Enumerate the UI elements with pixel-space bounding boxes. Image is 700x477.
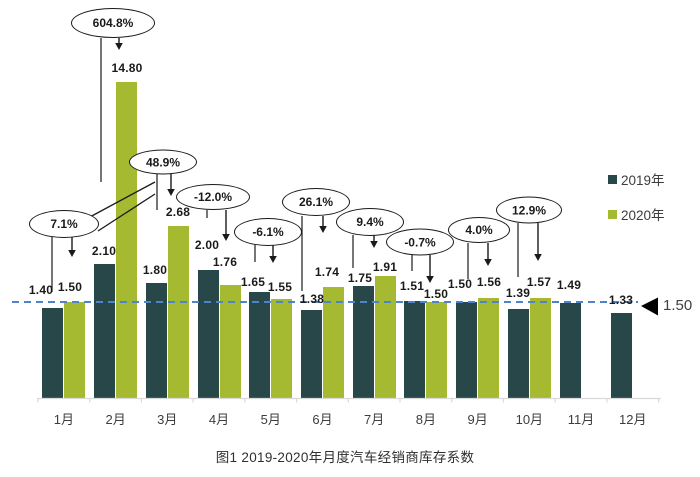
- leader-arrowhead-10月: [534, 254, 542, 261]
- bar-2020年-10月: [529, 297, 551, 398]
- bar-2020年-4月: [219, 285, 241, 398]
- yoy-bubble-7月: 9.4%: [336, 208, 404, 236]
- yoy-bubble-10月: 12.9%: [496, 196, 562, 224]
- bar-2019年-6月: [300, 309, 322, 398]
- leader-arrowhead-3月: [167, 189, 175, 196]
- yoy-bubble-3月: 48.9%: [129, 149, 197, 175]
- bar-2020年-5月: [271, 298, 293, 398]
- bar-2019年-10月: [507, 309, 529, 398]
- leader-arrowhead-5月: [269, 256, 277, 263]
- bar-2019年-11月: [559, 302, 581, 398]
- value-label-2019年-11月: 1.49: [556, 278, 582, 292]
- value-label-2019年-7月: 1.75: [347, 271, 373, 285]
- bar-2019年-7月: [352, 286, 374, 398]
- bar-2019年-5月: [249, 292, 271, 398]
- x-axis-label-12月: 12月: [619, 412, 647, 427]
- leader-arrowhead-9月: [484, 259, 492, 266]
- yoy-bubble-6月: 26.1%: [282, 188, 350, 216]
- x-axis-label-4月: 4月: [208, 412, 230, 427]
- value-label-2019年-4月: 2.00: [194, 238, 220, 252]
- legend-label-2020: 2020年: [621, 208, 665, 223]
- x-axis-label-3月: 3月: [157, 412, 178, 427]
- x-axis-label-6月: 6月: [312, 412, 333, 427]
- bar-2019年-1月: [42, 308, 64, 398]
- bar-2020年-8月: [426, 302, 448, 398]
- legend-swatch-2020: [608, 209, 617, 219]
- value-label-2019年-6月: 1.38: [299, 292, 325, 306]
- bar-2019年-3月: [145, 282, 167, 398]
- value-label-2019年-9月: 1.50: [447, 277, 473, 291]
- yoy-bubble-9月: 4.0%: [448, 217, 510, 243]
- yoy-bubble-2月: 604.8%: [71, 8, 155, 38]
- x-axis-label-2月: 2月: [105, 412, 126, 427]
- legend-swatch-2019: [608, 174, 617, 184]
- value-label-2020年-4月: 1.76: [212, 255, 238, 269]
- bar-2019年-2月: [94, 263, 116, 398]
- yoy-bubble-4月: -12.0%: [176, 184, 250, 210]
- reference-line-value-label: 1.50: [663, 297, 693, 314]
- bar-2020年-9月: [478, 298, 500, 398]
- value-label-2019年-8月: 1.51: [399, 279, 425, 293]
- leader-arrowhead-6月: [319, 226, 327, 233]
- yoy-bubble-1月: 7.1%: [29, 210, 99, 238]
- legend-item-2020: 2020年: [608, 207, 665, 223]
- value-label-2020年-7月: 1.91: [372, 260, 398, 274]
- bar-2019年-4月: [197, 270, 219, 398]
- x-axis-label-5月: 5月: [260, 412, 281, 427]
- x-axis-label-7月: 7月: [364, 412, 385, 427]
- value-label-2019年-10月: 1.39: [505, 286, 531, 300]
- figure-caption: 图1 2019-2020年月度汽车经销商库存系数: [215, 450, 475, 465]
- value-label-2020年-2月: 14.80: [111, 61, 143, 75]
- yoy-bubble-8月: -0.7%: [386, 228, 454, 256]
- leader-arrowhead-7月: [370, 241, 378, 248]
- axis-break-line-1: [87, 181, 156, 219]
- value-label-2019年-3月: 1.80: [142, 263, 168, 277]
- legend-item-2019: 2019年: [608, 172, 665, 188]
- value-label-2019年-12月: 1.33: [608, 293, 634, 307]
- x-axis-label-10月: 10月: [515, 412, 544, 427]
- value-label-2019年-2月: 2.10: [91, 244, 117, 258]
- bar-2020年-3月: [167, 226, 189, 398]
- yoy-bubble-5月: -6.1%: [234, 218, 302, 246]
- bar-2020年-6月: [322, 286, 344, 398]
- value-label-2020年-8月: 1.50: [423, 287, 449, 301]
- x-axis-label-8月: 8月: [415, 412, 437, 427]
- leader-arrowhead-2月: [115, 43, 123, 50]
- value-label-2020年-5月: 1.55: [267, 280, 293, 294]
- reference-marker-triangle: [641, 297, 658, 316]
- value-label-2020年-6月: 1.74: [314, 265, 340, 279]
- leader-arrowhead-8月: [426, 276, 434, 283]
- axis-break-line-2: [97, 193, 156, 232]
- bar-2019年-9月: [456, 302, 478, 398]
- value-label-2020年-10月: 1.57: [526, 275, 552, 289]
- leader-arrowhead-4月: [222, 234, 230, 241]
- x-axis-label-1月: 1月: [53, 412, 74, 427]
- bar-2019年-12月: [611, 312, 633, 398]
- bar-2019年-8月: [404, 301, 426, 398]
- value-label-2019年-5月: 1.65: [240, 275, 266, 289]
- value-label-2020年-9月: 1.56: [476, 275, 502, 289]
- value-label-2019年-1月: 1.40: [28, 283, 54, 297]
- x-axis-label-11月: 11月: [567, 412, 595, 427]
- value-label-2020年-1月: 1.50: [57, 280, 83, 294]
- legend-label-2019: 2019年: [621, 173, 665, 188]
- bar-2020年-1月: [64, 302, 86, 398]
- legend: 2019年 2020年: [608, 172, 665, 242]
- value-label-2020年-3月: 2.68: [165, 205, 191, 219]
- x-axis-label-9月: 9月: [467, 412, 488, 427]
- leader-arrowhead-1月: [68, 250, 76, 257]
- bar-2020年-7月: [374, 275, 396, 398]
